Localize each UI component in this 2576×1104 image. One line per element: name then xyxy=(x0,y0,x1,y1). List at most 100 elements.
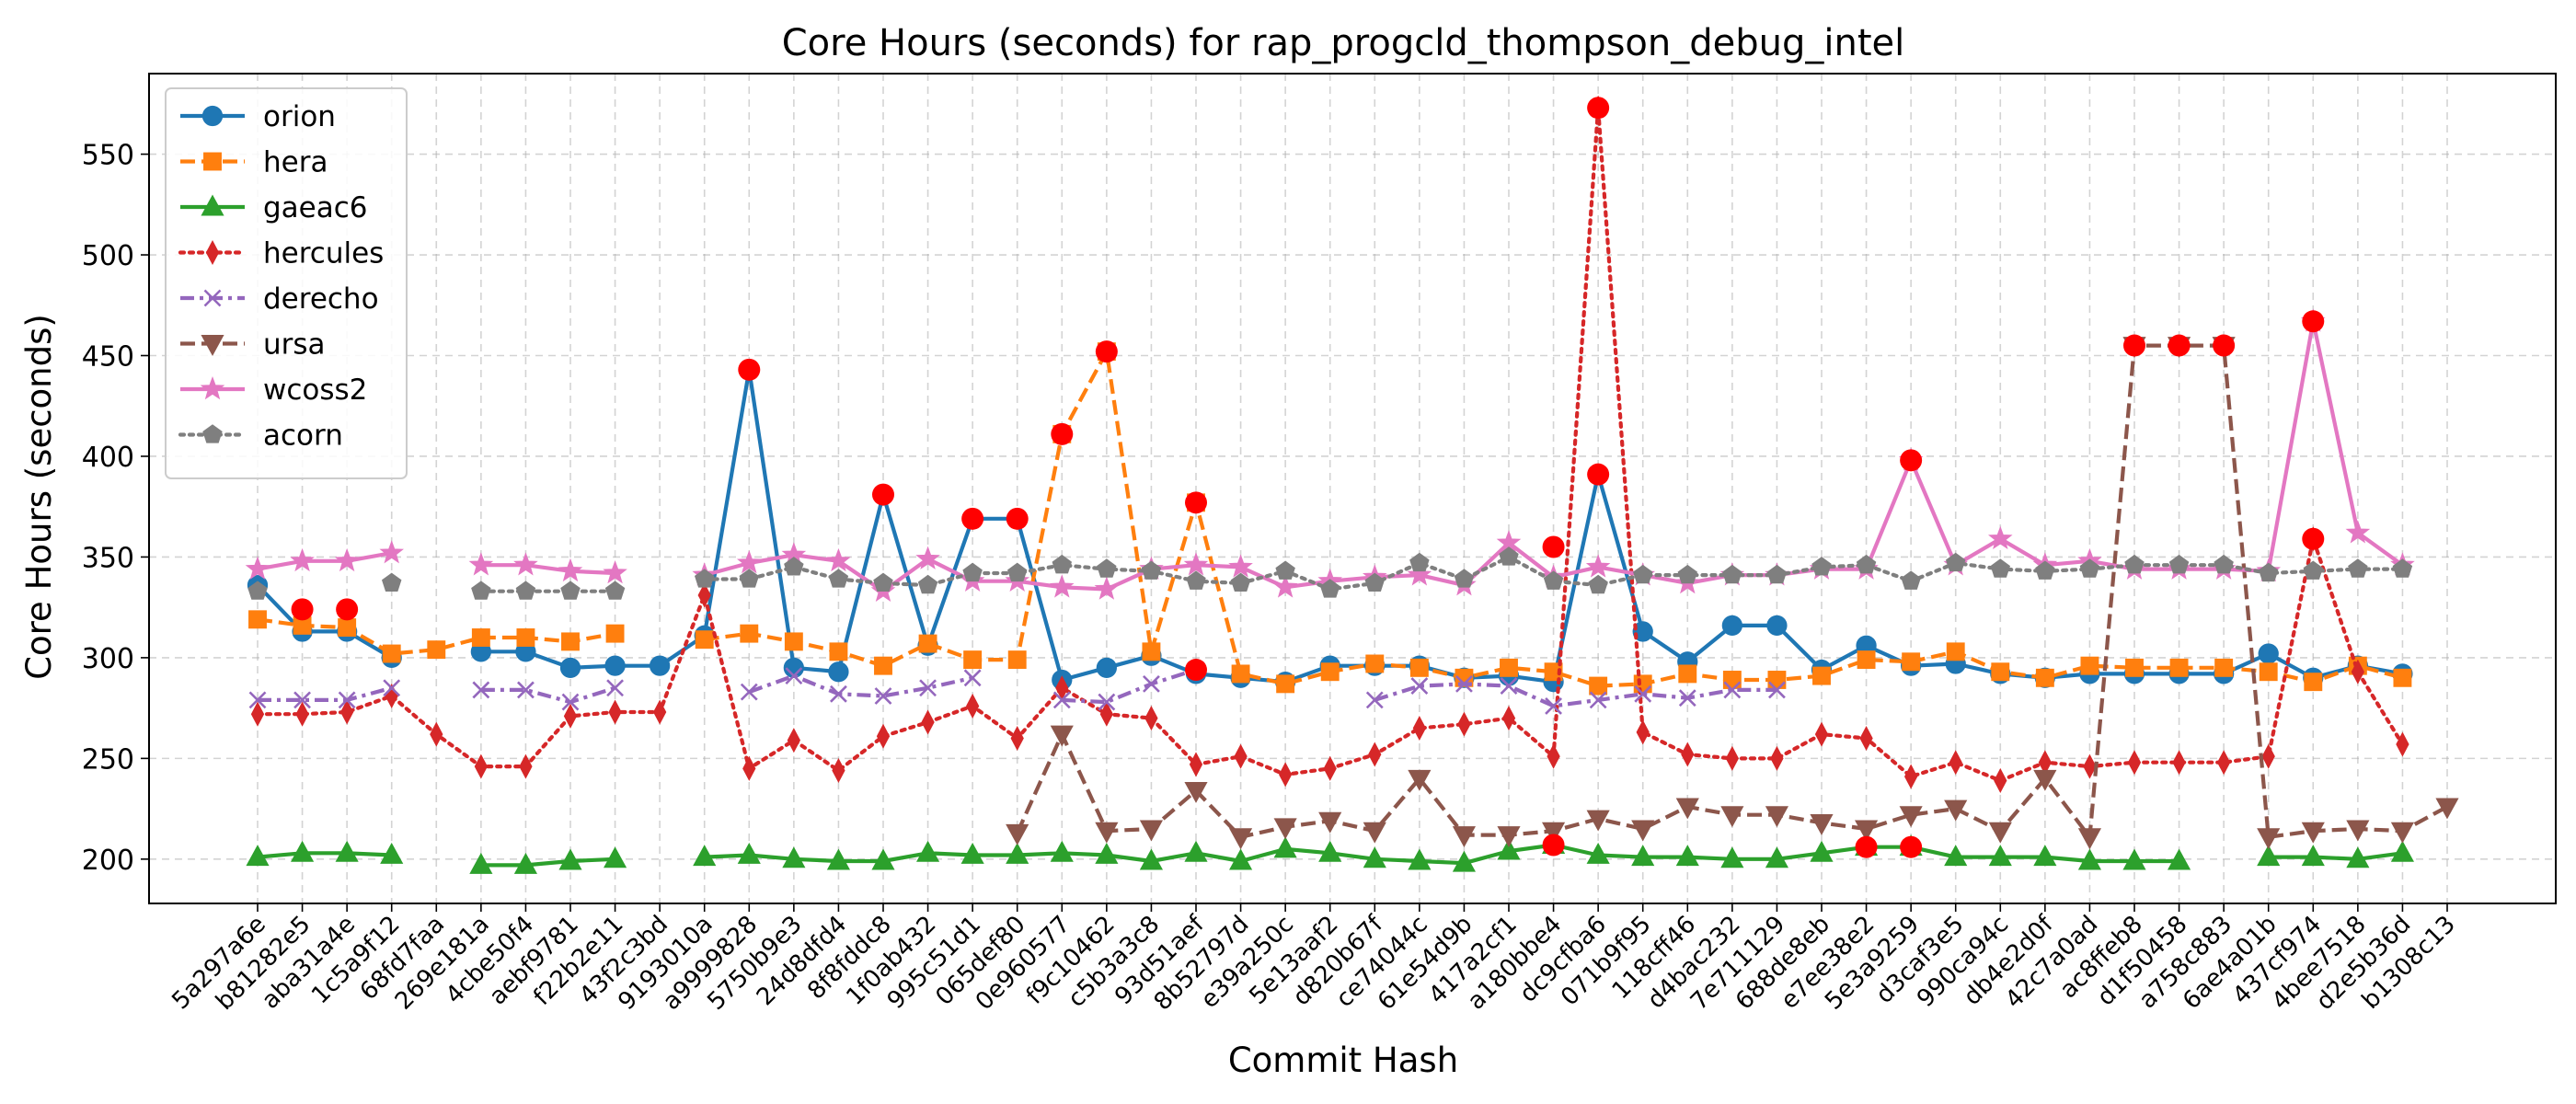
data-point-acorn xyxy=(1454,569,1475,588)
data-point-derecho xyxy=(1052,691,1071,709)
data-point-ursa xyxy=(2390,822,2415,844)
data-point-acorn xyxy=(1945,552,1966,572)
data-point-wcoss2 xyxy=(334,547,360,572)
data-point-hercules xyxy=(1234,743,1248,769)
data-point-acorn xyxy=(1141,560,1162,580)
data-point-hercules xyxy=(1323,755,1337,781)
data-point-gaeac6 xyxy=(1497,838,1521,860)
data-point-ursa xyxy=(2033,769,2057,791)
data-point-hera xyxy=(248,610,267,629)
data-point-acorn xyxy=(1588,574,1608,594)
data-point-gaeac6 xyxy=(603,846,627,868)
data-point-gaeac6 xyxy=(513,852,538,874)
data-point-gaeac6 xyxy=(915,840,940,862)
data-point-ursa xyxy=(1765,806,1789,828)
data-point-hercules xyxy=(2083,753,2097,779)
data-point-derecho xyxy=(561,693,580,711)
data-point-hercules xyxy=(1547,743,1560,769)
data-point-wcoss2 xyxy=(1407,562,1432,586)
series-line-derecho xyxy=(258,667,1777,708)
data-point-hera xyxy=(740,624,759,643)
data-point-acorn xyxy=(1319,579,1340,598)
data-point-derecho xyxy=(1365,691,1384,709)
data-point-gaeac6 xyxy=(2301,845,2325,867)
series-ursa xyxy=(1006,337,2459,850)
data-point-hera xyxy=(2259,662,2278,682)
legend-entry-acorn: acorn xyxy=(178,420,343,453)
data-point-hera xyxy=(2035,668,2054,687)
data-point-hercules xyxy=(1144,706,1158,731)
y-tick-label: 450 xyxy=(82,341,134,374)
highlight-point xyxy=(2302,527,2325,550)
data-point-wcoss2 xyxy=(915,546,940,569)
data-point-hera xyxy=(1231,664,1250,684)
data-point-hercules xyxy=(519,753,533,779)
data-point-acorn xyxy=(1186,570,1206,590)
data-point-gaeac6 xyxy=(558,848,582,870)
data-point-derecho xyxy=(338,691,356,709)
data-point-gaeac6 xyxy=(1586,842,1610,864)
legend-marker xyxy=(203,152,222,171)
legend-label: ursa xyxy=(263,328,326,362)
data-point-hera xyxy=(2304,673,2323,692)
data-point-wcoss2 xyxy=(513,552,538,576)
data-point-hercules xyxy=(1636,719,1650,745)
highlight-point xyxy=(2213,334,2236,357)
data-point-acorn xyxy=(962,562,983,582)
data-point-derecho xyxy=(1634,684,1652,703)
data-point-hera xyxy=(2169,658,2189,677)
highlight-point xyxy=(1542,535,1565,558)
legend-entry-orion: orion xyxy=(180,100,336,133)
data-point-gaeac6 xyxy=(737,842,761,864)
legend-label: derecho xyxy=(263,282,379,316)
data-point-hercules xyxy=(1994,767,2007,793)
highlight-point xyxy=(1542,834,1565,857)
data-point-derecho xyxy=(919,679,937,697)
data-point-acorn xyxy=(1052,554,1073,574)
y-tick-label: 350 xyxy=(82,542,134,574)
data-point-acorn xyxy=(828,569,849,588)
data-point-derecho xyxy=(963,669,982,687)
data-point-acorn xyxy=(1766,564,1788,584)
data-point-hera xyxy=(2214,658,2234,677)
data-point-hera xyxy=(2125,658,2144,677)
data-point-acorn xyxy=(247,581,268,600)
data-point-derecho xyxy=(1455,674,1473,693)
data-point-gaeac6 xyxy=(2077,848,2102,870)
data-point-derecho xyxy=(830,684,847,703)
data-point-hera xyxy=(784,632,803,651)
data-point-hera xyxy=(1500,658,1518,677)
data-point-derecho xyxy=(517,681,535,699)
highlight-point xyxy=(1185,659,1207,682)
data-point-ursa xyxy=(1944,799,1968,822)
data-point-ursa xyxy=(2346,820,2370,842)
data-point-derecho xyxy=(1723,681,1742,699)
data-point-acorn xyxy=(2303,560,2324,580)
data-point-gaeac6 xyxy=(290,840,315,862)
series-hercules xyxy=(250,95,2409,793)
highlight-point xyxy=(2123,334,2145,357)
data-point-hera xyxy=(471,628,490,647)
data-point-gaeac6 xyxy=(1363,846,1386,868)
series-gaeac6 xyxy=(246,833,2415,874)
legend-marker xyxy=(202,424,223,443)
data-point-hercules xyxy=(1904,764,1918,789)
data-point-wcoss2 xyxy=(1094,576,1120,600)
y-tick-label: 550 xyxy=(82,140,134,172)
series-line-hera xyxy=(257,350,2403,688)
data-point-wcoss2 xyxy=(1272,574,1298,598)
chart-title: Core Hours (seconds) for rap_progcld_tho… xyxy=(782,22,1905,64)
legend-label: hercules xyxy=(263,237,384,270)
data-point-acorn xyxy=(1543,570,1564,590)
data-point-hera xyxy=(1276,674,1295,694)
data-point-ursa xyxy=(1854,820,1879,842)
data-point-wcoss2 xyxy=(468,552,494,576)
data-point-hercules xyxy=(1099,701,1113,727)
data-point-hera xyxy=(1455,668,1474,687)
data-point-gaeac6 xyxy=(380,842,404,864)
data-point-derecho xyxy=(1589,691,1607,709)
data-point-hera xyxy=(1365,654,1385,673)
y-tick-label: 200 xyxy=(82,845,134,877)
data-point-ursa xyxy=(1228,828,1253,850)
data-point-hercules xyxy=(1279,762,1293,788)
